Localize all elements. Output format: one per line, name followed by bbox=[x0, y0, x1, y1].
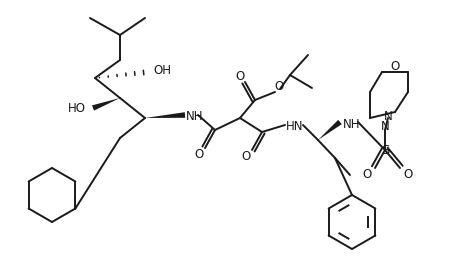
Text: NH: NH bbox=[186, 110, 204, 122]
Text: HN: HN bbox=[286, 121, 304, 133]
Polygon shape bbox=[92, 98, 120, 111]
Polygon shape bbox=[145, 112, 185, 118]
Text: HO: HO bbox=[68, 103, 86, 116]
Text: OH: OH bbox=[153, 63, 171, 76]
Polygon shape bbox=[318, 120, 342, 140]
Text: S: S bbox=[381, 144, 389, 157]
Text: O: O bbox=[194, 149, 203, 162]
Text: O: O bbox=[274, 80, 284, 93]
Text: O: O bbox=[236, 69, 244, 82]
Text: O: O bbox=[362, 168, 371, 181]
Text: N: N bbox=[380, 120, 389, 133]
Text: N: N bbox=[384, 110, 392, 122]
Text: O: O bbox=[390, 61, 400, 74]
Text: NH: NH bbox=[343, 117, 361, 130]
Text: O: O bbox=[404, 168, 413, 181]
Text: O: O bbox=[241, 151, 251, 163]
